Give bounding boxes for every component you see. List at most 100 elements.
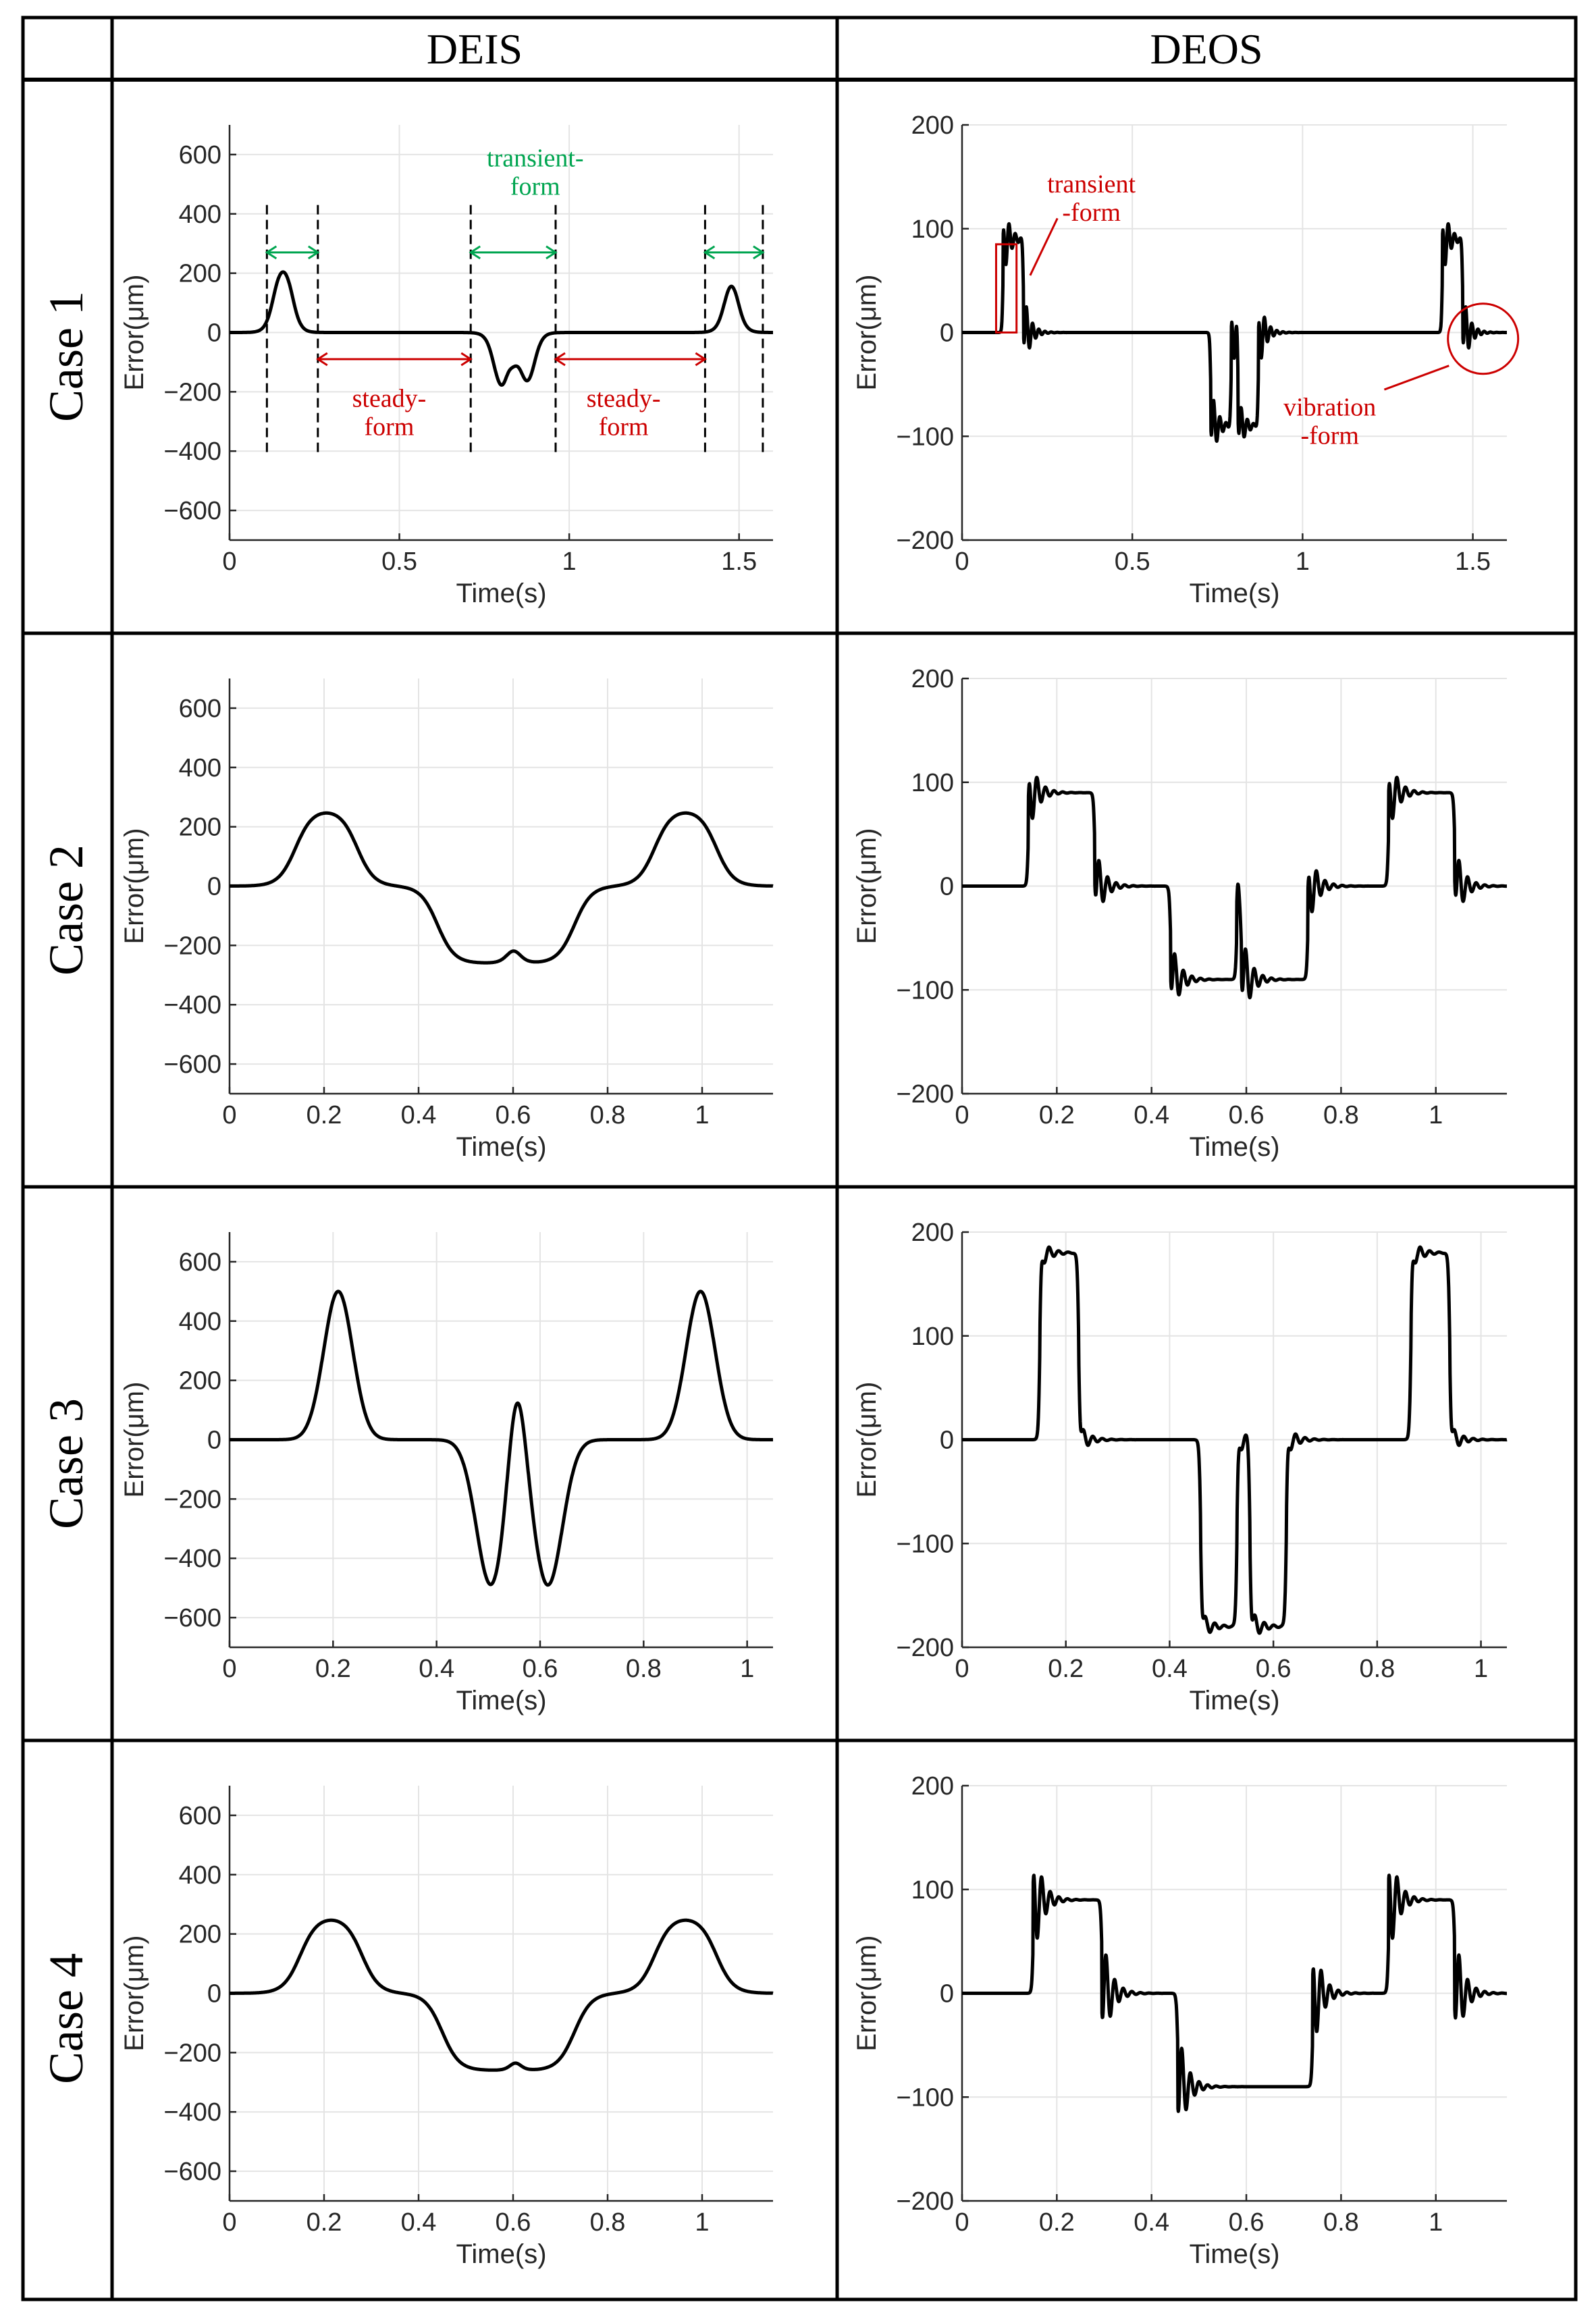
x-tick-label: 1 — [695, 2208, 709, 2237]
series-line-error — [961, 222, 1508, 443]
y-axis-label: Error(μm) — [852, 828, 882, 944]
y-tick-label: −400 — [163, 991, 221, 1019]
chart-c4-deos: 0 0.2 0.4 0.6 0.8 1 −200 −100 0 100 200 Time(s) Erro… — [852, 1772, 1508, 2269]
y-tick-label: −400 — [163, 437, 221, 466]
y-tick-label: −600 — [163, 497, 221, 525]
y-tick-label: −100 — [896, 2083, 954, 2112]
y-tick-label: −600 — [163, 2158, 221, 2186]
y-tick-label: 0 — [940, 873, 954, 901]
x-tick-label: 0.4 — [1134, 1101, 1169, 1129]
x-tick-label: 0.2 — [307, 2208, 342, 2237]
y-tick-label: −200 — [896, 1634, 954, 1662]
y-axis-label: Error(μm) — [852, 275, 882, 391]
annotation-markers — [994, 217, 1520, 391]
annotation-red: vibration -form — [1283, 394, 1376, 450]
x-tick-label: 0.2 — [307, 1101, 342, 1129]
series-line-error — [228, 1289, 774, 1587]
x-tick-label: 0.6 — [523, 1655, 558, 1683]
annotation-red: transient -form — [1047, 170, 1136, 227]
y-tick-label: 400 — [179, 1861, 221, 1890]
y-axis-label: Error(μm) — [119, 1382, 149, 1498]
series-line-error — [228, 1918, 774, 2072]
x-axis-label: Time(s) — [1189, 579, 1279, 608]
chart-c3-deis: 0 0.2 0.4 0.6 0.8 1 −600 −400 −200 0 200 400 600 Time… — [119, 1232, 774, 1715]
x-tick-label: 0.4 — [401, 1101, 437, 1129]
x-tick-label: 0.5 — [1115, 548, 1150, 576]
x-tick-label: 0.4 — [401, 2208, 437, 2237]
series-line-error — [961, 776, 1508, 1000]
x-tick-label: 0.2 — [315, 1655, 351, 1683]
arrow-head — [546, 245, 558, 260]
x-tick-label: 0 — [222, 548, 236, 576]
y-tick-label: 600 — [179, 1248, 221, 1277]
x-tick-label: 0 — [955, 548, 969, 576]
x-tick-label: 0.8 — [1359, 1655, 1395, 1683]
x-tick-label: 0.8 — [590, 1101, 626, 1129]
y-tick-label: 600 — [179, 1802, 221, 1830]
arrow-head — [460, 352, 473, 367]
x-tick-label: 0 — [222, 2208, 236, 2237]
x-tick-label: 0.4 — [1134, 2208, 1169, 2237]
x-tick-label: 0 — [955, 1655, 969, 1683]
x-tick-label: 0.8 — [1323, 1101, 1359, 1129]
chart-c1-deos: 0 0.5 1 1.5 −200 −100 0 100 200 Time(s) Error(μm) t… — [852, 111, 1520, 608]
x-tick-label: 0 — [955, 1101, 969, 1129]
y-tick-label: −600 — [163, 1604, 221, 1632]
arrow-head — [753, 245, 765, 260]
y-tick-label: −200 — [163, 378, 221, 406]
x-tick-label: 1 — [562, 548, 577, 576]
y-tick-label: 400 — [179, 201, 221, 229]
row-title-case-4: Case 4 — [39, 1953, 93, 2084]
charts: 0 0.5 1 1.5−600−400−2000200400600Time(s)Err… — [119, 111, 1520, 2269]
x-axis-label: Time(s) — [1189, 2239, 1279, 2269]
series-line-error — [228, 811, 774, 965]
y-tick-label: 200 — [179, 1921, 221, 1949]
y-tick-label: 0 — [940, 319, 954, 348]
y-tick-label: 200 — [179, 1367, 221, 1395]
y-tick-label: 0 — [940, 1980, 954, 2008]
x-tick-label: 1 — [740, 1655, 754, 1683]
y-tick-label: 400 — [179, 1308, 221, 1336]
row-title-case-2: Case 2 — [39, 845, 93, 976]
y-tick-label: 200 — [911, 1219, 954, 1247]
y-tick-label: −200 — [163, 2039, 221, 2067]
y-tick-label: 200 — [911, 1772, 954, 1801]
x-axis-label: Time(s) — [456, 1686, 546, 1715]
y-tick-label: −200 — [896, 1080, 954, 1109]
x-tick-label: 0 — [955, 2208, 969, 2237]
y-tick-label: −400 — [163, 2098, 221, 2127]
annotation-markers — [265, 205, 765, 454]
x-tick-label: 1.5 — [1455, 548, 1491, 576]
column-title-deis: DEIS — [427, 25, 523, 73]
chart-c3-deos: 0 0.2 0.4 0.6 0.8 1 −200 −100 0 100 200 Time(s) Erro… — [852, 1219, 1508, 1715]
y-tick-label: −100 — [896, 976, 954, 1005]
x-tick-label: 0.8 — [626, 1655, 662, 1683]
y-tick-label: 200 — [911, 665, 954, 693]
y-axis-label: Error(μm) — [119, 1936, 149, 2052]
y-tick-label: 0 — [940, 1427, 954, 1455]
y-tick-label: −200 — [896, 2187, 954, 2216]
arrow-head — [703, 245, 716, 260]
transient-arrow — [1029, 217, 1059, 276]
y-tick-label: −600 — [163, 1050, 221, 1079]
arrow-head — [308, 245, 320, 260]
y-tick-label: 200 — [179, 260, 221, 288]
x-tick-label: 0.6 — [1229, 2208, 1265, 2237]
y-tick-label: 100 — [911, 1323, 954, 1351]
annotation-red: steady-form — [587, 384, 661, 441]
y-tick-label: 400 — [179, 754, 221, 782]
x-tick-label: 1.5 — [721, 548, 757, 576]
arrow-head — [316, 352, 328, 367]
x-tick-label: 1 — [1296, 548, 1310, 576]
y-tick-label: 200 — [179, 814, 221, 842]
y-axis-label: Error(μm) — [119, 828, 149, 944]
y-tick-label: 0 — [207, 319, 221, 348]
y-tick-label: −100 — [896, 1530, 954, 1558]
chart-c2-deos: 0 0.2 0.4 0.6 0.8 1 −200 −100 0 100 200 Time(s) Erro… — [852, 665, 1508, 1162]
x-axis-label: Time(s) — [1189, 1686, 1279, 1715]
chart-c4-deis: 0 0.2 0.4 0.6 0.8 1 −600 −400 −200 0 200 400 600 Time… — [119, 1786, 774, 2269]
series-line-error — [961, 1873, 1508, 2113]
column-title-deos: DEOS — [1150, 25, 1262, 73]
y-tick-label: −400 — [163, 1545, 221, 1573]
